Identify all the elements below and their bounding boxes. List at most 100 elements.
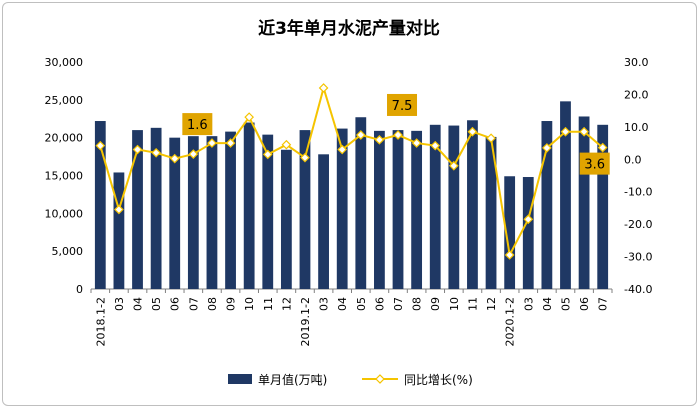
bar <box>225 131 236 289</box>
line-point <box>244 112 255 122</box>
callout-label: 7.5 <box>392 99 413 114</box>
x-tick-label: 08 <box>206 297 219 311</box>
bar <box>597 124 609 289</box>
x-tick-label: 03 <box>318 297 331 311</box>
callout-box <box>182 113 213 136</box>
x-tick-label: 11 <box>262 297 275 311</box>
x-tick-label: 07 <box>187 297 200 311</box>
x-tick-label: 07 <box>392 297 405 311</box>
x-tick-label: 04 <box>541 297 554 311</box>
bar <box>448 125 460 289</box>
bar <box>504 176 516 289</box>
y-left-tick-label: 10,000 <box>45 207 84 220</box>
bar <box>132 130 143 289</box>
line-point <box>579 126 589 137</box>
y-left-tick-label: 20,000 <box>45 132 84 145</box>
bar <box>467 120 478 289</box>
growth-line <box>95 83 608 260</box>
line-point <box>95 140 106 151</box>
x-tick-label: 2018.1-2 <box>94 297 107 346</box>
bar <box>187 136 199 289</box>
bar <box>94 121 106 290</box>
annotations: 1.6 7.5 3.6 <box>182 93 610 175</box>
bar <box>392 130 404 289</box>
bar <box>169 137 181 289</box>
bar <box>411 130 423 289</box>
line-point <box>542 143 552 153</box>
line-point <box>225 138 236 148</box>
x-tick-label: 08 <box>411 297 424 311</box>
x-tick-label: 06 <box>578 297 591 311</box>
x-tick-label: 09 <box>429 297 442 311</box>
x-tick-label: 2020.1-2 <box>504 297 517 346</box>
legend-marker-swatch <box>375 374 385 384</box>
bar <box>560 101 571 289</box>
bar <box>336 128 348 289</box>
x-tick-label: 05 <box>150 297 163 311</box>
bar <box>355 117 367 289</box>
bar <box>429 124 441 289</box>
x-tick-label: 2019.1-2 <box>299 297 312 346</box>
bar <box>522 177 534 289</box>
x-tick-label: 12 <box>280 297 293 311</box>
bar <box>374 130 385 289</box>
x-tick-label: 04 <box>132 297 145 311</box>
bar <box>113 172 125 289</box>
x-tick-label: 09 <box>225 297 238 311</box>
line-point <box>262 149 273 160</box>
bars <box>94 101 609 290</box>
x-tick-label: 11 <box>466 297 479 311</box>
legend-bar-label: 单月值(万吨) <box>258 372 327 387</box>
y-right-tick-label: -30.0 <box>624 251 652 264</box>
callout-label: 3.6 <box>584 158 605 173</box>
y-left-tick-label: 25,000 <box>45 94 84 107</box>
bar <box>318 154 329 289</box>
line-point <box>114 204 124 215</box>
bar <box>299 130 311 289</box>
callout-label: 1.6 <box>187 118 208 133</box>
line-point <box>448 160 459 171</box>
x-tick-label: 10 <box>448 297 461 311</box>
line-point <box>281 139 292 150</box>
y-left-tick-label: 15,000 <box>45 170 84 183</box>
line-point <box>132 144 143 155</box>
line-point <box>597 142 608 153</box>
y-right-tick-label: -10.0 <box>624 186 652 199</box>
x-tick-label: 06 <box>373 297 386 311</box>
line-point <box>207 138 217 148</box>
line-point <box>374 134 385 145</box>
bar <box>150 127 162 289</box>
line-point <box>300 152 310 163</box>
line-point <box>337 144 348 155</box>
y-left-tick-label: 0 <box>76 283 83 296</box>
line-point <box>467 126 478 137</box>
x-tick-label: 05 <box>355 297 368 311</box>
x-tick-label: 07 <box>597 297 610 311</box>
legend-bar-swatch <box>228 374 252 384</box>
y-right-tick-label: 0.0 <box>624 153 642 166</box>
legend: 单月值(万吨) 同比增长(%) <box>228 372 473 387</box>
x-tick-label: 06 <box>169 297 182 311</box>
line-point <box>560 126 571 137</box>
y-left-tick-label: 30,000 <box>45 56 84 69</box>
x-tick-label: 03 <box>113 297 126 311</box>
bar <box>262 134 274 289</box>
x-tick-label: 04 <box>336 297 349 311</box>
line-point <box>523 214 534 225</box>
x-tick-label: 12 <box>485 297 498 311</box>
line-point <box>411 138 422 148</box>
y-right-tick-label: 20.0 <box>624 88 649 101</box>
bar <box>206 136 218 289</box>
legend-line-label: 同比增长(%) <box>404 373 473 387</box>
y-left-tick-label: 5,000 <box>52 245 84 258</box>
line-point <box>486 133 496 144</box>
y-right-tick-label: -40.0 <box>624 283 652 296</box>
bar <box>243 122 255 290</box>
bar <box>485 136 497 289</box>
growth-line-path <box>99 84 604 259</box>
bar <box>578 116 590 289</box>
line-point <box>151 147 161 158</box>
line-point <box>430 140 441 151</box>
callout-box <box>387 93 418 116</box>
